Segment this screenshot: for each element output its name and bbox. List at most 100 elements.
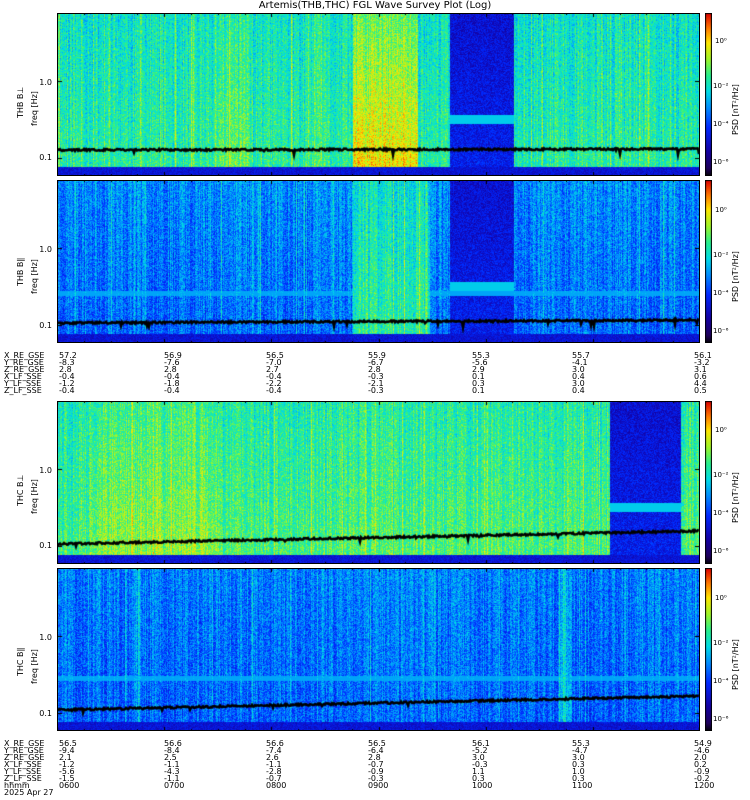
ephem-thc-value: -6.4: [368, 746, 384, 755]
colorbar-tick: 10⁻⁴: [713, 509, 729, 517]
ylabel-freq: freq [Hz]: [30, 479, 39, 514]
colorbar-tick: 10⁻²: [713, 82, 729, 90]
ephem-thc-row-label: X_RE_GSE: [4, 739, 45, 748]
ephem-thb-value: 56.1: [694, 351, 712, 360]
colorbar-tick: 10⁻⁶: [713, 158, 729, 166]
ephem-thb-value: 4.4: [694, 379, 707, 388]
ephem-thc-value: 1200: [694, 781, 715, 790]
spectrogram-thb-bpar: [57, 180, 700, 343]
ephem-thc-value: -4.6: [694, 746, 710, 755]
ephem-thb-value: 55.3: [472, 351, 490, 360]
colorbar-tick: 10⁻⁶: [713, 327, 729, 335]
ephem-thc-value: 3.0: [472, 753, 485, 762]
ephem-thb-row-label: Z_RE_GSE: [4, 365, 45, 374]
ephem-thc-value: -0.7: [266, 774, 282, 783]
ephem-thc-value: 2.0: [694, 753, 707, 762]
ephem-thc-value: 56.5: [59, 739, 77, 748]
ephem-thb-value: -0.4: [59, 372, 75, 381]
ephem-thb-value: -2.2: [266, 379, 282, 388]
colorbar-gradient: [705, 13, 712, 176]
colorbar-title: PSD [nT²/Hz]: [731, 639, 740, 690]
ephem-thb-value: 0.1: [472, 372, 485, 381]
ephem-thc-value: 1.1: [472, 767, 485, 776]
ephem-thc-value: 0.3: [472, 774, 485, 783]
ephem-thb-value: 3.1: [694, 365, 707, 374]
ephem-thc-value: 56.6: [164, 739, 182, 748]
ephem-thc-value: -1.2: [59, 760, 75, 769]
ephem-thc-value: 0700: [164, 781, 185, 790]
colorbar-thc-bperp: [705, 401, 712, 564]
colorbar-tick: 10⁰: [715, 37, 727, 45]
ytick-label: 0.1: [39, 153, 52, 162]
panel-thc-bpar: [57, 568, 700, 731]
ephem-thb-value: -8.3: [59, 358, 75, 367]
ephem-thc-row-label: Y_RE_GSE: [4, 746, 44, 755]
ephem-thb-value: 2.9: [472, 365, 485, 374]
ephem-thc-value: -1.1: [164, 760, 180, 769]
ephem-thc-value: 56.5: [368, 739, 386, 748]
ephem-thc-value: -8.4: [164, 746, 180, 755]
ephem-thc-value: -5.2: [472, 746, 488, 755]
colorbar-tick: 10⁻⁴: [713, 289, 729, 297]
ephem-thb-value: -7.0: [266, 358, 282, 367]
ephem-thb-value: -1.8: [164, 379, 180, 388]
panel-thb-bpar: [57, 180, 700, 343]
colorbar-tick: 10⁻²: [713, 251, 729, 259]
ephem-thc-value: 1.0: [572, 767, 585, 776]
ephemeris-table-thc: X_RE_GSE Y_RE_GSE Z_RE_GSE X_LF_SSE Y_LF_SSE…: [4, 740, 750, 800]
ephem-thb-value: 0.4: [572, 372, 585, 381]
ephem-thb-value: -3.2: [694, 358, 710, 367]
colorbar-title: PSD [nT²/Hz]: [731, 84, 740, 135]
ephem-thb-value: -6.7: [368, 358, 384, 367]
ephem-thb-value: 3.0: [572, 365, 585, 374]
ephem-thb-value: -5.6: [472, 358, 488, 367]
ephem-thc-value: 1000: [472, 781, 493, 790]
ephem-thb-row-label: Y_LF_SSE: [4, 379, 42, 388]
ephem-thb-value: -0.4: [59, 386, 75, 395]
ephem-thc-value: 0800: [266, 781, 287, 790]
ephem-thb-value: -1.2: [59, 379, 75, 388]
colorbar-tick: 10⁰: [715, 594, 727, 602]
ephem-thb-value: 0.3: [472, 379, 485, 388]
ephem-thb-value: 0.4: [572, 386, 585, 395]
ephem-thc-value: -7.4: [266, 746, 282, 755]
ephem-thb-value: 2.8: [164, 365, 177, 374]
ephem-thb-value: 3.0: [572, 379, 585, 388]
colorbar-tick: 10⁻⁴: [713, 677, 729, 685]
colorbar-title: PSD [nT²/Hz]: [731, 251, 740, 302]
ephem-thc-value: 0.3: [572, 774, 585, 783]
ephem-thc-row-label: hhmm: [4, 781, 30, 790]
ephem-thc-value: 0.3: [572, 760, 585, 769]
ephem-thb-value: 57.2: [59, 351, 77, 360]
ephem-thc-row-label: Z_LF_SSE: [4, 774, 42, 783]
ephem-thb-value: -7.6: [164, 358, 180, 367]
ylabel-spacecraft: THB B∥: [16, 257, 25, 286]
colorbar-thc-bpar: [705, 568, 712, 731]
ephem-thc-row-label: 2025 Apr 27: [4, 788, 54, 797]
colorbar-thb-bpar: [705, 180, 712, 343]
colorbar-tick: 10⁻⁴: [713, 120, 729, 128]
ephem-thb-value: 2.8: [368, 365, 381, 374]
ephemeris-table-thb: X_RE_GSE Y_RE_GSE Z_RE_GSE X_LF_SSE Y_LF_SSE…: [4, 352, 750, 402]
ytick-label: 1.0: [39, 245, 52, 254]
ylabel-freq: freq [Hz]: [30, 259, 39, 294]
ephem-thc-row-label: X_LF_SSE: [4, 760, 42, 769]
colorbar-tick: 10⁻⁶: [713, 547, 729, 555]
colorbar-tick: 10⁻⁶: [713, 715, 729, 723]
colorbar-tick: 10⁰: [715, 426, 727, 434]
colorbar-gradient: [705, 401, 712, 564]
ephem-thc-value: -1.1: [266, 760, 282, 769]
ylabel-spacecraft: THC B⊥: [16, 474, 25, 507]
ylabel-freq: freq [Hz]: [30, 649, 39, 684]
ephem-thc-value: 2.8: [368, 753, 381, 762]
ytick-label: 0.1: [39, 321, 52, 330]
ephem-thc-value: -1.1: [164, 774, 180, 783]
ephem-thc-value: 1100: [572, 781, 593, 790]
ephem-thc-value: 0600: [59, 781, 80, 790]
ephem-thc-value: -0.3: [368, 774, 384, 783]
colorbar-title: PSD [nT²/Hz]: [731, 472, 740, 523]
ephem-thc-value: -0.7: [368, 760, 384, 769]
ephem-thb-value: 2.7: [266, 365, 279, 374]
ephem-thb-row-label: Y_RE_GSE: [4, 358, 44, 367]
ephem-thb-value: 56.5: [266, 351, 284, 360]
